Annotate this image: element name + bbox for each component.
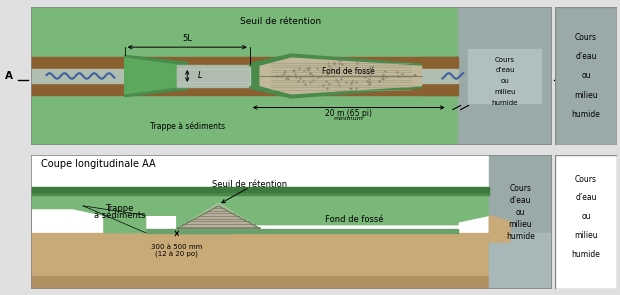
Text: Seuil de rétention: Seuil de rétention [241,17,322,26]
Text: d’eau: d’eau [510,196,531,205]
Bar [31,69,458,83]
Bar [469,49,541,104]
Text: minimum: minimum [334,116,363,121]
Polygon shape [125,58,177,94]
Text: 300 à 500 mm: 300 à 500 mm [151,245,203,250]
Text: milieu: milieu [574,91,598,100]
Text: 5L: 5L [182,34,192,43]
Polygon shape [31,192,489,233]
Text: milieu: milieu [574,231,598,240]
Bar [177,65,250,87]
Bar [31,191,489,195]
Bar [422,69,458,83]
Text: Seuil de rétention: Seuil de rétention [212,180,287,189]
Polygon shape [422,57,458,95]
Bar [422,57,458,69]
Text: d’eau: d’eau [575,52,596,61]
Text: humide: humide [572,250,600,259]
Polygon shape [177,203,260,229]
Text: à sédiments: à sédiments [94,211,145,220]
Text: Trappe: Trappe [105,204,134,213]
Text: d’eau: d’eau [575,193,596,202]
Text: Cours: Cours [495,57,515,63]
Text: ou: ou [500,78,509,84]
Bar [177,229,458,233]
Bar [146,229,229,233]
Text: Cours: Cours [510,184,531,193]
Bar [422,83,458,95]
Text: ou: ou [581,212,591,221]
Bar [458,7,552,145]
Text: Cours: Cours [575,175,597,183]
Text: milieu: milieu [494,89,516,95]
Bar [31,276,489,289]
Bar [31,57,458,69]
Text: Coupe longitudinale AA: Coupe longitudinale AA [42,159,156,169]
Bar [31,83,458,95]
Text: humide: humide [492,100,518,106]
Text: Fond de fossé: Fond de fossé [325,215,383,224]
Text: Fond de fossé: Fond de fossé [322,67,375,76]
Bar [31,233,489,289]
Text: (12 à 20 po): (12 à 20 po) [156,251,198,258]
Text: Cours: Cours [575,33,597,42]
Text: ou: ou [581,71,591,81]
Text: 20 m (65 pi): 20 m (65 pi) [325,109,372,118]
Text: milieu: milieu [509,220,533,229]
Bar [489,233,552,289]
Text: A: A [570,71,578,81]
Text: L: L [198,71,202,81]
Text: Trappe à sédiments: Trappe à sédiments [149,122,225,132]
Polygon shape [260,58,422,94]
Polygon shape [177,206,260,229]
Polygon shape [489,215,510,242]
Text: humide: humide [572,110,600,119]
Polygon shape [125,55,187,96]
Text: A: A [5,71,13,81]
Bar [489,155,552,289]
Text: d’eau: d’eau [495,68,515,73]
Text: ou: ou [516,208,525,217]
Bar [31,187,489,192]
Polygon shape [250,54,432,98]
Text: humide: humide [506,232,535,241]
Bar [177,67,250,85]
